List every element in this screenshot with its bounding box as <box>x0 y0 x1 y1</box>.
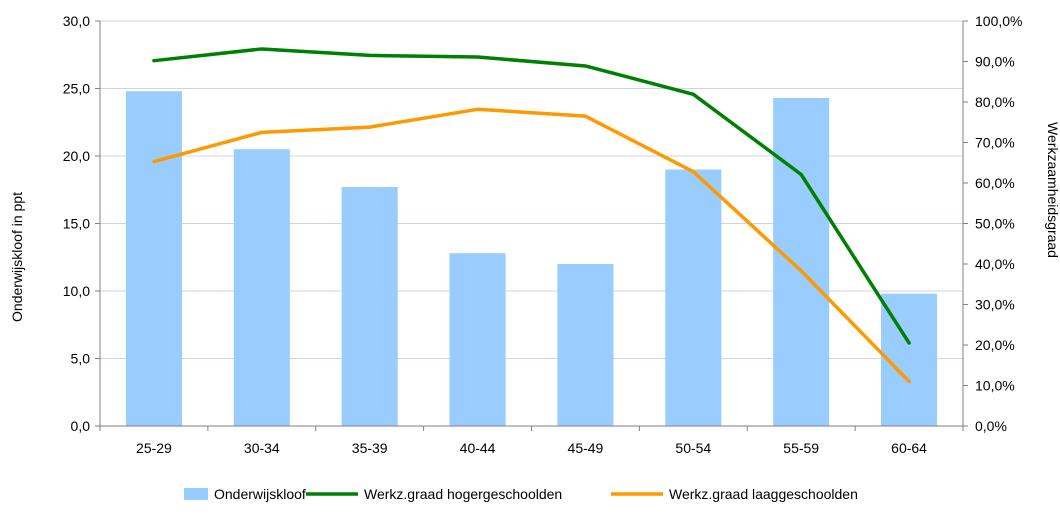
y-tick-label-right: 30,0% <box>975 297 1015 313</box>
x-tick-label: 40-44 <box>460 440 496 456</box>
bar <box>557 264 614 426</box>
bar <box>341 187 398 426</box>
x-tick-label: 30-34 <box>244 440 280 456</box>
y-axis-left-label: Onderwijskloof in ppt <box>9 192 25 322</box>
y-tick-label-right: 20,0% <box>975 337 1015 353</box>
x-tick-label: 45-49 <box>568 440 604 456</box>
legend-label: Onderwijskloof <box>214 486 306 502</box>
y-tick-label-right: 50,0% <box>975 216 1015 232</box>
legend-label: Werkz.graad hogergeschoolden <box>364 486 562 502</box>
tick-labels: 0,0 5,0 10,0 15,0 20,0 25,0 30,0 0,0% 10,0% 20,0%… <box>63 13 1023 456</box>
y-tick-label-left: 30,0 <box>63 13 90 29</box>
series-line <box>152 107 911 384</box>
legend-label: Werkz.graad laaggeschoolden <box>669 486 858 502</box>
bar <box>665 169 722 426</box>
x-tick-label: 35-39 <box>352 440 388 456</box>
bar <box>125 91 182 426</box>
series-line <box>152 47 911 345</box>
bar <box>233 149 290 426</box>
legend: Onderwijskloof Werkz.graad hogergeschoold… <box>184 486 858 502</box>
y-tick-label-right: 10,0% <box>975 378 1015 394</box>
y-tick-label-right: 60,0% <box>975 175 1015 191</box>
y-tick-label-right: 70,0% <box>975 135 1015 151</box>
y-tick-label-left: 10,0 <box>63 283 90 299</box>
y-tick-label-right: 90,0% <box>975 54 1015 70</box>
bar-series <box>125 91 938 426</box>
y-tick-label-left: 15,0 <box>63 216 90 232</box>
gridlines <box>100 20 963 359</box>
y-tick-label-right: 0,0% <box>975 418 1007 434</box>
y-axis-right-label: Werkzaamheidsgraad <box>1045 122 1060 258</box>
axes <box>95 20 968 431</box>
legend-swatch-bar <box>184 488 208 500</box>
y-tick-label-right: 40,0% <box>975 256 1015 272</box>
y-tick-label-left: 25,0 <box>63 81 90 97</box>
y-tick-label-left: 20,0 <box>63 148 90 164</box>
y-tick-label-right: 100,0% <box>975 13 1022 29</box>
bar <box>449 253 506 426</box>
y-tick-label-left: 0,0 <box>71 418 91 434</box>
line-series <box>152 47 911 384</box>
bar <box>773 97 830 426</box>
y-tick-label-left: 5,0 <box>71 351 91 367</box>
x-tick-label: 50-54 <box>675 440 711 456</box>
y-tick-label-right: 80,0% <box>975 94 1015 110</box>
x-tick-label: 55-59 <box>783 440 819 456</box>
x-tick-label: 60-64 <box>891 440 927 456</box>
x-tick-label: 25-29 <box>136 440 172 456</box>
